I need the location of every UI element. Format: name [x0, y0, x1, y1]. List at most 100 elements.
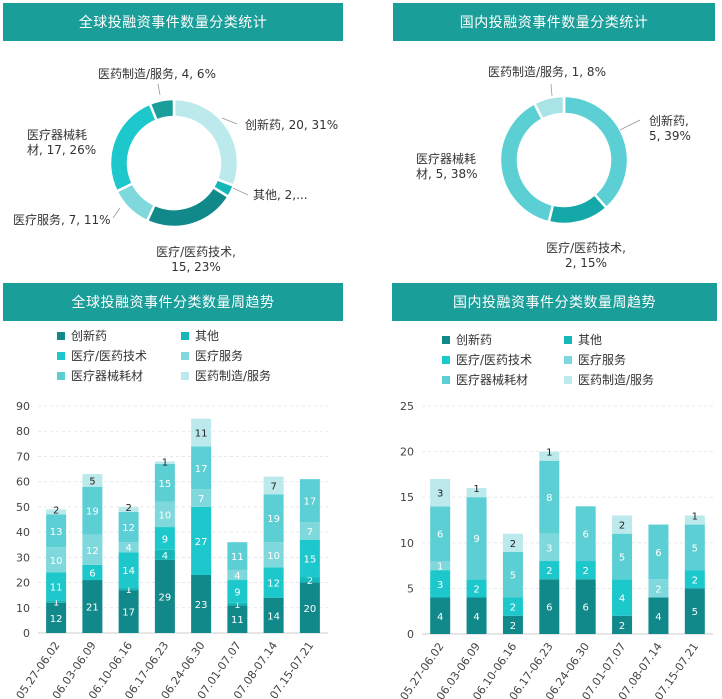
domestic-bar-bar-1-4 — [466, 497, 487, 580]
domestic-bar-bar-2-5 — [502, 533, 523, 552]
global-bar-value-4-2: 27 — [195, 537, 208, 548]
global-bar-bar-5-1 — [227, 602, 248, 606]
domestic-pie-label-0: 创新药, 5, 39% — [649, 113, 691, 143]
global-bar-bar-6-5 — [263, 476, 284, 495]
domestic-bar-value-0-3: 1 — [437, 562, 443, 573]
global-bar-ytick-4: 40 — [16, 526, 30, 539]
global-bar-bar-0-2 — [46, 572, 67, 601]
domestic-bar-value-7-4: 5 — [692, 543, 698, 554]
global-bar-bar-3-1 — [154, 549, 175, 560]
global-bar-ytick-8: 80 — [16, 425, 30, 438]
global-bar-bar-3-4 — [154, 464, 175, 502]
domestic-bar-value-5-0: 2 — [619, 621, 625, 632]
global-bar-bar-1-0 — [82, 580, 103, 633]
domestic-bar-legend-swatch-1 — [564, 336, 572, 344]
domestic-bar-value-7-5: 1 — [692, 511, 698, 522]
global-bar-value-2-5: 2 — [125, 503, 131, 514]
domestic-bar-ytick-0: 0 — [407, 628, 414, 641]
domestic-bar-bar-1-5 — [466, 488, 487, 498]
global-pie-label-2: 医疗/医药技术, 15, 23% — [156, 245, 236, 274]
global-bar-bar-2-1 — [118, 587, 139, 591]
global-pie-slice-5 — [148, 97, 176, 123]
domestic-bar-value-7-2: 2 — [692, 575, 698, 586]
global-bar-value-1-0: 21 — [86, 603, 99, 614]
global-bar-ytick-7: 70 — [16, 450, 30, 463]
domestic-bar-value-2-2: 2 — [510, 603, 516, 614]
global-bar-bar-5-3 — [227, 569, 248, 581]
domestic-bar-value-0-4: 6 — [437, 530, 443, 541]
domestic-bar-bar-0-0 — [430, 597, 451, 634]
global-bar-bar-7-3 — [299, 522, 320, 540]
global-bar-ytick-0: 0 — [23, 627, 30, 640]
domestic-bar-ytick-4: 20 — [400, 446, 414, 459]
global-bar-value-1-5: 5 — [89, 476, 95, 487]
domestic-bar-value-5-4: 5 — [619, 552, 625, 563]
domestic-bar-value-5-5: 2 — [619, 521, 625, 532]
domestic-bar-bar-0-5 — [430, 478, 451, 507]
domestic-bar-ytick-1: 5 — [407, 582, 414, 595]
global-bar-value-4-5: 11 — [195, 428, 208, 439]
global-pie-leader-0 — [221, 117, 238, 125]
global-bar-bar-6-2 — [263, 567, 284, 598]
domestic-bar-bar-5-2 — [612, 579, 633, 616]
domestic-bar-bar-6-3 — [648, 579, 669, 598]
global-bar-bar-6-4 — [263, 494, 284, 543]
domestic-bar-bar-7-2 — [684, 570, 705, 589]
domestic-pie-leader-3 — [550, 83, 553, 97]
domestic-bar-bar-4-4 — [575, 506, 596, 562]
global-bar-bar-6-3 — [263, 542, 284, 568]
global-bar-value-1-3: 12 — [86, 546, 99, 557]
domestic-bar-legend-swatch-0 — [442, 336, 450, 344]
global-bar-value-0-1: 1 — [53, 597, 59, 608]
global-pie-header: 全球投融资事件数量分类统计 — [3, 3, 343, 41]
domestic-pie-slice-3 — [532, 94, 566, 121]
global-bar-value-5-3: 4 — [234, 571, 240, 582]
global-bar-value-3-4: 15 — [159, 479, 172, 490]
global-bar-value-3-0: 29 — [159, 592, 172, 603]
global-pie-label-5: 医药制造/服务, 4, 6% — [98, 66, 216, 81]
domestic-bar-value-1-0: 4 — [473, 612, 479, 623]
global-pie-slice-2 — [145, 185, 231, 229]
global-bar-value-2-1: 1 — [125, 585, 131, 596]
domestic-bar-legend-label-5: 医药制造/服务 — [578, 372, 654, 387]
domestic-bar-value-0-2: 3 — [437, 580, 443, 591]
global-pie-leader-1 — [232, 187, 249, 196]
domestic-pie-label-1: 医疗/医药技术, 2, 15% — [546, 241, 626, 270]
domestic-bar-legend-swatch-4 — [442, 376, 450, 384]
global-bar-value-0-4: 13 — [50, 527, 63, 538]
domestic-bar-value-7-0: 5 — [692, 607, 698, 618]
global-bar-value-3-3: 10 — [159, 510, 172, 521]
domestic-bar-value-0-0: 4 — [437, 612, 443, 623]
global-bar-value-0-3: 10 — [50, 556, 63, 567]
global-bar-bar-2-2 — [118, 552, 139, 588]
domestic-bar-legend-swatch-3 — [564, 356, 572, 364]
global-pie-slice-0 — [172, 97, 240, 188]
domestic-bar-legend-swatch-5 — [564, 376, 572, 384]
global-bar-value-6-5: 7 — [270, 481, 276, 492]
global-bar-bar-4-3 — [191, 489, 212, 507]
domestic-bar-bar-6-4 — [648, 524, 669, 580]
global-bar-bar-3-3 — [154, 501, 175, 528]
domestic-bar-ytick-5: 25 — [400, 400, 414, 413]
domestic-bar-bar-5-4 — [612, 533, 633, 580]
domestic-bar-bar-4-0 — [575, 579, 596, 634]
global-bar-value-5-0: 11 — [231, 615, 244, 626]
domestic-pie-leader-0 — [619, 119, 641, 131]
global-bar-bar-6-0 — [263, 597, 284, 633]
global-bar-bar-2-0 — [118, 590, 139, 633]
global-bar-legend-swatch-3 — [181, 352, 189, 360]
global-bar-value-6-3: 10 — [267, 551, 280, 562]
global-bar-legend-label-0: 创新药 — [71, 328, 107, 343]
global-bar-value-5-2: 9 — [234, 587, 240, 598]
domestic-bar-legend-label-2: 医疗/医药技术 — [456, 353, 532, 367]
domestic-pie-header: 国内投融资事件数量分类统计 — [393, 3, 715, 41]
global-bar-legend-label-3: 医疗服务 — [195, 348, 243, 363]
global-bar-ytick-1: 10 — [16, 602, 30, 615]
global-bar-value-1-2: 6 — [89, 568, 95, 579]
global-bar-value-5-4: 11 — [231, 552, 244, 563]
domestic-bar-value-4-2: 2 — [583, 566, 589, 577]
global-bar-value-6-0: 14 — [267, 611, 280, 622]
global-bar-bar-2-3 — [118, 542, 139, 553]
domestic-bar-value-2-0: 2 — [510, 621, 516, 632]
domestic-bar-value-4-0: 6 — [583, 603, 589, 614]
